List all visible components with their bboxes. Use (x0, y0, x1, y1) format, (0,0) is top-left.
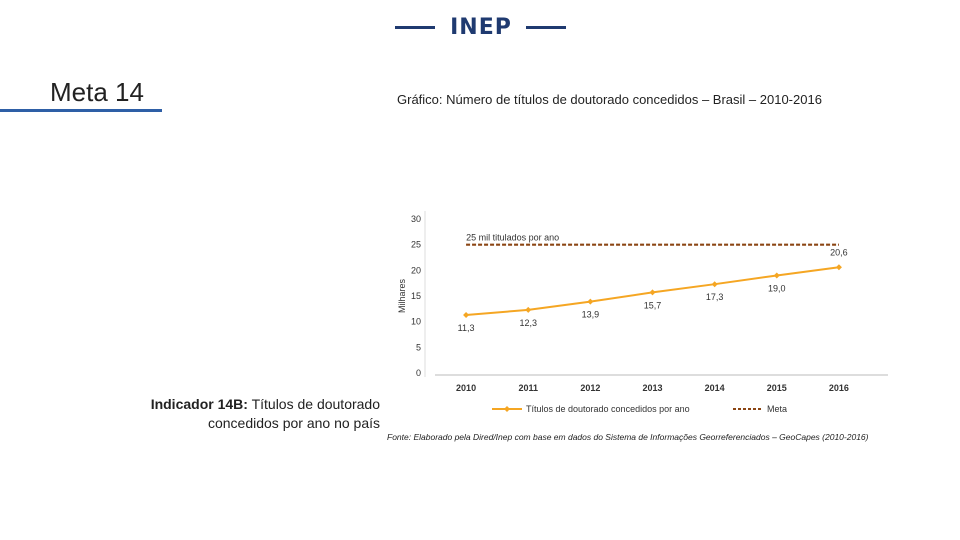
inep-logo: INEP (393, 14, 568, 42)
y-tick-label: 10 (411, 317, 421, 327)
meta-annotation: 25 mil titulados por ano (466, 233, 559, 243)
data-label: 12,3 (519, 318, 537, 328)
legend-label-meta: Meta (767, 404, 787, 414)
indicator-description: Indicador 14B: Títulos de doutorado conc… (120, 395, 380, 433)
y-tick-label: 20 (411, 265, 421, 275)
x-tick-label: 2011 (518, 383, 538, 393)
data-point (835, 264, 842, 271)
legend-marker-titles (504, 406, 510, 412)
title-underline (0, 109, 162, 112)
logo-wordmark: INEP (450, 15, 512, 40)
logo-bar-right (526, 26, 566, 29)
indicator-text: Títulos de doutorado concedidos por ano … (207, 396, 380, 431)
data-point (587, 298, 594, 305)
x-tick-label: 2010 (456, 383, 476, 393)
data-label: 11,3 (458, 323, 475, 333)
logo-bar-left (395, 26, 435, 29)
y-axis-label: Milhares (397, 278, 407, 313)
x-tick-label: 2016 (829, 383, 849, 393)
data-point (649, 289, 656, 296)
x-tick-label: 2015 (767, 383, 787, 393)
doctorate-chart: 0 5 10 15 20 25 30 Milhares 2010 2011 2012 2013 2014… (380, 205, 900, 425)
data-label: 15,7 (644, 300, 662, 310)
data-label: 13,9 (582, 310, 600, 320)
data-point (525, 306, 532, 313)
page-title: Meta 14 (50, 77, 144, 107)
legend-label-titles: Títulos de doutorado concedidos por ano (526, 404, 690, 414)
data-label: 20,6 (830, 247, 848, 257)
chart-caption: Gráfico: Número de títulos de doutorado … (397, 92, 822, 107)
y-tick-label: 30 (411, 214, 421, 224)
data-point (463, 311, 470, 318)
y-tick-label: 5 (416, 342, 421, 352)
y-tick-label: 15 (411, 291, 421, 301)
data-label: 17,3 (706, 292, 724, 302)
data-point (773, 272, 780, 279)
source-note: Fonte: Elaborado pela Dired/Inep com bas… (387, 432, 869, 442)
x-tick-label: 2014 (705, 383, 725, 393)
data-point (711, 281, 718, 288)
x-tick-label: 2012 (580, 383, 600, 393)
x-tick-label: 2013 (642, 383, 662, 393)
data-label: 19,0 (768, 283, 786, 293)
line-chart: 0 5 10 15 20 25 30 Milhares 2010 2011 2012 2013 2014… (397, 211, 888, 414)
indicator-prefix: Indicador 14B: (150, 396, 248, 412)
y-tick-label: 25 (411, 240, 421, 250)
y-tick-label: 0 (416, 368, 421, 378)
